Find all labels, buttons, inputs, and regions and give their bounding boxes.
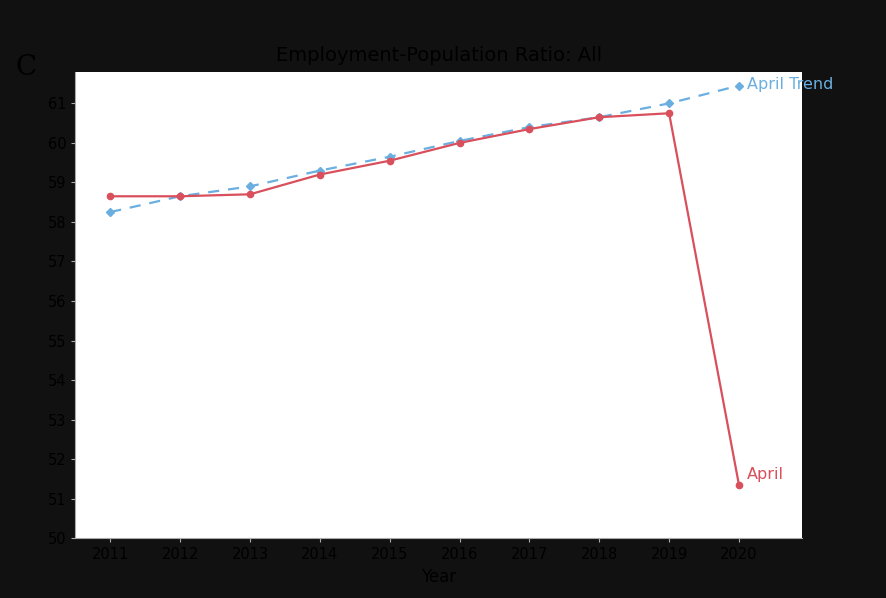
Text: April Trend: April Trend	[747, 77, 834, 92]
X-axis label: Year: Year	[421, 568, 456, 586]
Text: C: C	[16, 54, 37, 81]
Text: April: April	[747, 468, 784, 483]
Title: Employment-Population Ratio: All: Employment-Population Ratio: All	[276, 45, 602, 65]
